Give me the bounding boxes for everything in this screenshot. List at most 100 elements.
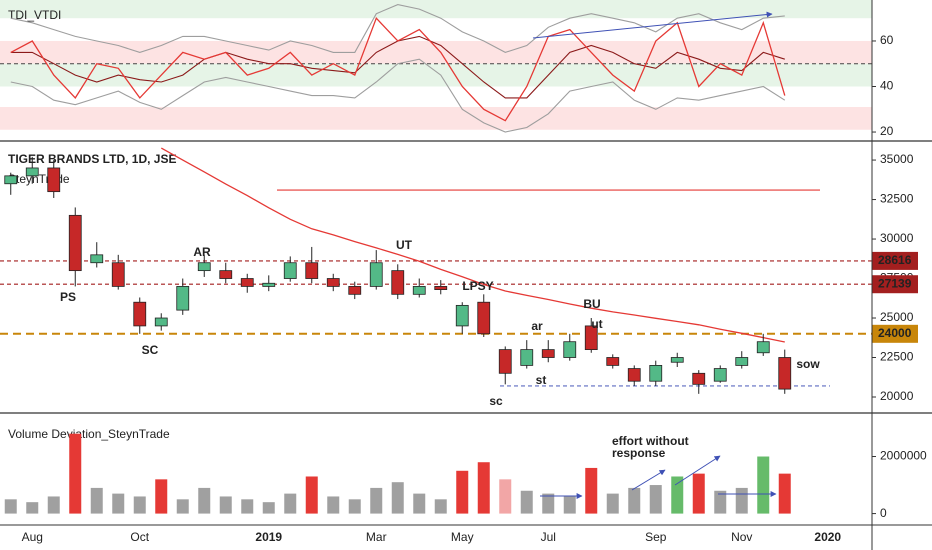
annotation: BU [583, 297, 600, 311]
candle-body [305, 262, 319, 279]
volume-bar [499, 479, 512, 514]
candle-body [391, 270, 405, 295]
volume-bar [305, 476, 318, 514]
volume-bar [757, 456, 770, 514]
y-tick-label: 20000 [880, 389, 914, 403]
price-tag [872, 324, 918, 343]
candle-body [735, 357, 749, 366]
y-tick-label: 20 [880, 124, 894, 138]
volume-bar [413, 493, 426, 514]
candle-body [68, 214, 82, 272]
candle-body [240, 278, 254, 287]
x-tick-label: Jul [541, 530, 556, 544]
volume-bar [327, 496, 340, 514]
zone [0, 40, 872, 64]
volume-bar [735, 487, 748, 514]
volume-bar [219, 496, 232, 514]
volume-bar [391, 482, 404, 514]
drawn-arrows [532, 11, 777, 499]
annotation: st [536, 373, 547, 387]
x-tick-label: Oct [130, 530, 149, 544]
volume-bar [155, 479, 168, 514]
volume-bar [649, 485, 662, 514]
candle-body [477, 301, 491, 335]
candle-body [606, 357, 620, 366]
candle-body [713, 368, 727, 382]
candle-body [154, 317, 168, 327]
candle-body [133, 301, 147, 327]
series-line [10, 58, 786, 133]
volume-bar [542, 493, 555, 514]
candle-body [692, 372, 706, 385]
price-tag [872, 251, 918, 270]
y-tick-label: 35000 [880, 152, 914, 166]
annotation: LPSY [462, 279, 493, 293]
annotation: ar [531, 319, 543, 333]
x-tick-label: 2020 [814, 530, 841, 544]
pane-title: TIGER BRANDS LTD, 1D, JSE [8, 152, 176, 166]
volume-bar [714, 490, 727, 514]
candle-body [111, 262, 125, 287]
y-tick-label: 22500 [880, 350, 914, 364]
candle-body [756, 341, 770, 354]
pane-title: TDI_VTDI [8, 8, 61, 22]
candle-body [584, 325, 598, 351]
volume-bar [133, 496, 146, 514]
zone [0, 63, 872, 87]
volume-bar [198, 487, 211, 514]
candle-body [412, 286, 426, 295]
y-tick-label: 0 [880, 506, 887, 520]
x-tick-label: Nov [731, 530, 752, 544]
x-tick-label: Aug [22, 530, 43, 544]
price-tag [872, 275, 918, 294]
volume-bar [434, 499, 447, 514]
series-line [10, 16, 786, 122]
candle-body [262, 282, 276, 287]
candle-body [25, 167, 39, 177]
price-tag-label: 28616 [878, 253, 912, 267]
candle-body [47, 167, 61, 193]
candle-body [541, 349, 555, 358]
x-tick-label: Sep [645, 530, 667, 544]
annotation: PS [60, 290, 76, 304]
volume-bar [26, 502, 39, 514]
arrow [674, 455, 721, 486]
arrow [631, 469, 666, 491]
y-tick-label: 40 [880, 79, 894, 93]
pane-title: Volume Deviation_SteynTrade [8, 427, 170, 441]
annotation: response [612, 446, 666, 460]
volume-bar [692, 473, 705, 514]
volume-bar [370, 487, 383, 514]
y-tick-label: 25000 [880, 310, 914, 324]
y-tick-label: 2000000 [880, 449, 927, 463]
annotation: ut [591, 317, 602, 331]
volume-bar [241, 499, 254, 514]
candle-body [348, 286, 362, 295]
volume-bar [47, 496, 60, 514]
series-line [10, 4, 785, 53]
candle-body [520, 349, 534, 366]
volume-bar [176, 499, 189, 514]
candle-body [455, 304, 469, 327]
candle-body [369, 262, 383, 287]
zone [0, 0, 872, 19]
candle-body [176, 286, 190, 311]
annotation: sow [796, 357, 820, 371]
volume-bar [90, 487, 103, 514]
volume-bar [585, 467, 598, 514]
candle-body [283, 262, 297, 279]
annotation: effort without [612, 434, 689, 448]
x-tick-label: 2019 [255, 530, 282, 544]
volume-bar [112, 493, 125, 514]
annotation: sc [489, 394, 503, 408]
y-tick-label: 32500 [880, 192, 914, 206]
y-tick-label: 60 [880, 33, 894, 47]
candle-body [434, 286, 448, 290]
zone [0, 106, 872, 130]
candle-body [778, 357, 792, 390]
divergence-arrow [532, 11, 773, 39]
candle-body [326, 278, 340, 287]
